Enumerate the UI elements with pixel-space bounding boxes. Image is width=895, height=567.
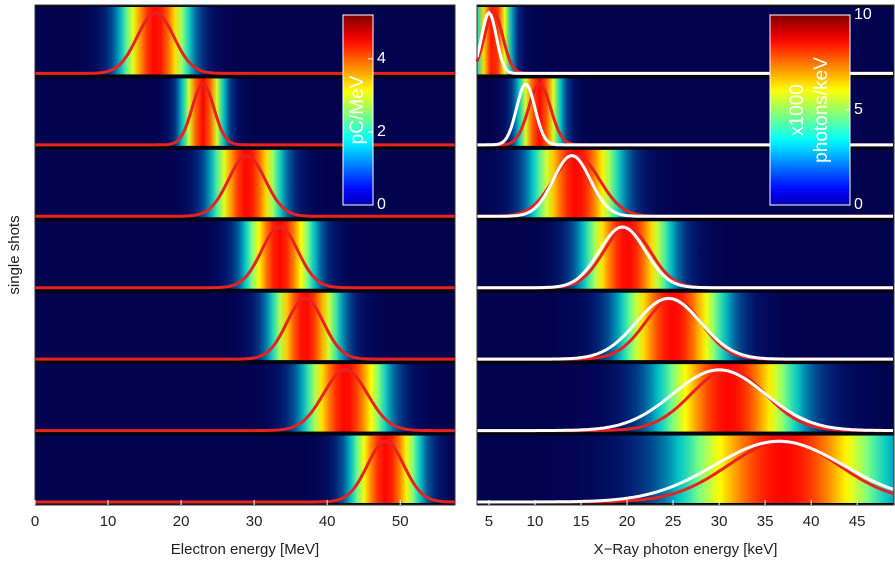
colorbar-tick-label: 4 xyxy=(377,50,386,67)
x-tick-label: 10 xyxy=(100,513,117,530)
colorbar xyxy=(769,14,851,206)
spectrum-curve xyxy=(35,296,455,361)
spectrum-curve xyxy=(477,439,894,504)
colorbar-tick-label: 2 xyxy=(377,123,386,140)
x-tick-label: 40 xyxy=(319,513,336,530)
spectrum-curve xyxy=(35,225,455,290)
spectrum-curve xyxy=(35,154,455,218)
colorbar-label: photons/keV xyxy=(811,57,832,163)
spectrum-curve xyxy=(35,11,455,75)
colorbar-tick-label: 10 xyxy=(854,6,872,23)
x-tick-label: 15 xyxy=(573,513,590,530)
x-tick-label: 35 xyxy=(757,513,774,530)
colorbar-label: x1000 xyxy=(787,84,808,136)
x-tick-label: 0 xyxy=(31,513,39,530)
heatmap-band xyxy=(35,7,455,75)
x-tick-label: 20 xyxy=(619,513,636,530)
heatmap-band xyxy=(35,292,455,361)
x-tick-label: 45 xyxy=(849,513,866,530)
panel-frame xyxy=(476,4,895,506)
x-axis-label: X−Ray photon energy [keV] xyxy=(594,541,778,558)
spectrum-curve xyxy=(477,368,893,433)
colorbar-tick-label: 0 xyxy=(854,196,863,213)
spectrum-curve xyxy=(35,368,455,433)
colorbar-tick-label: 5 xyxy=(854,101,863,118)
x-tick-label: 10 xyxy=(527,513,544,530)
spectrum-curve xyxy=(477,296,893,361)
x-tick-label: 5 xyxy=(485,513,493,530)
x-tick-label: 40 xyxy=(803,513,820,530)
x-tick-label: 20 xyxy=(173,513,190,530)
spectrum-curve xyxy=(477,225,893,290)
heatmap-band xyxy=(35,78,455,146)
spectrum-curve xyxy=(35,82,455,147)
spectrum-curve xyxy=(477,154,893,218)
heatmap-band xyxy=(35,149,455,218)
heatmap-band xyxy=(477,221,894,289)
colorbar xyxy=(342,14,374,206)
x-tick-label: 50 xyxy=(392,513,409,530)
x-tick-label: 30 xyxy=(246,513,263,530)
x-axis-label: Electron energy [MeV] xyxy=(171,541,319,558)
panel-frame xyxy=(34,4,456,506)
colorbar-label: pC/MeV xyxy=(347,75,368,144)
x-tick-label: 30 xyxy=(711,513,728,530)
colorbar-tick-label: 0 xyxy=(377,196,386,213)
y-axis-label: single shots xyxy=(6,215,23,294)
heatmap-band xyxy=(477,435,894,503)
heatmap-band xyxy=(35,435,455,503)
x-tick-label: 25 xyxy=(665,513,682,530)
heatmap-band xyxy=(35,364,455,432)
spectrum-curve xyxy=(35,439,456,504)
